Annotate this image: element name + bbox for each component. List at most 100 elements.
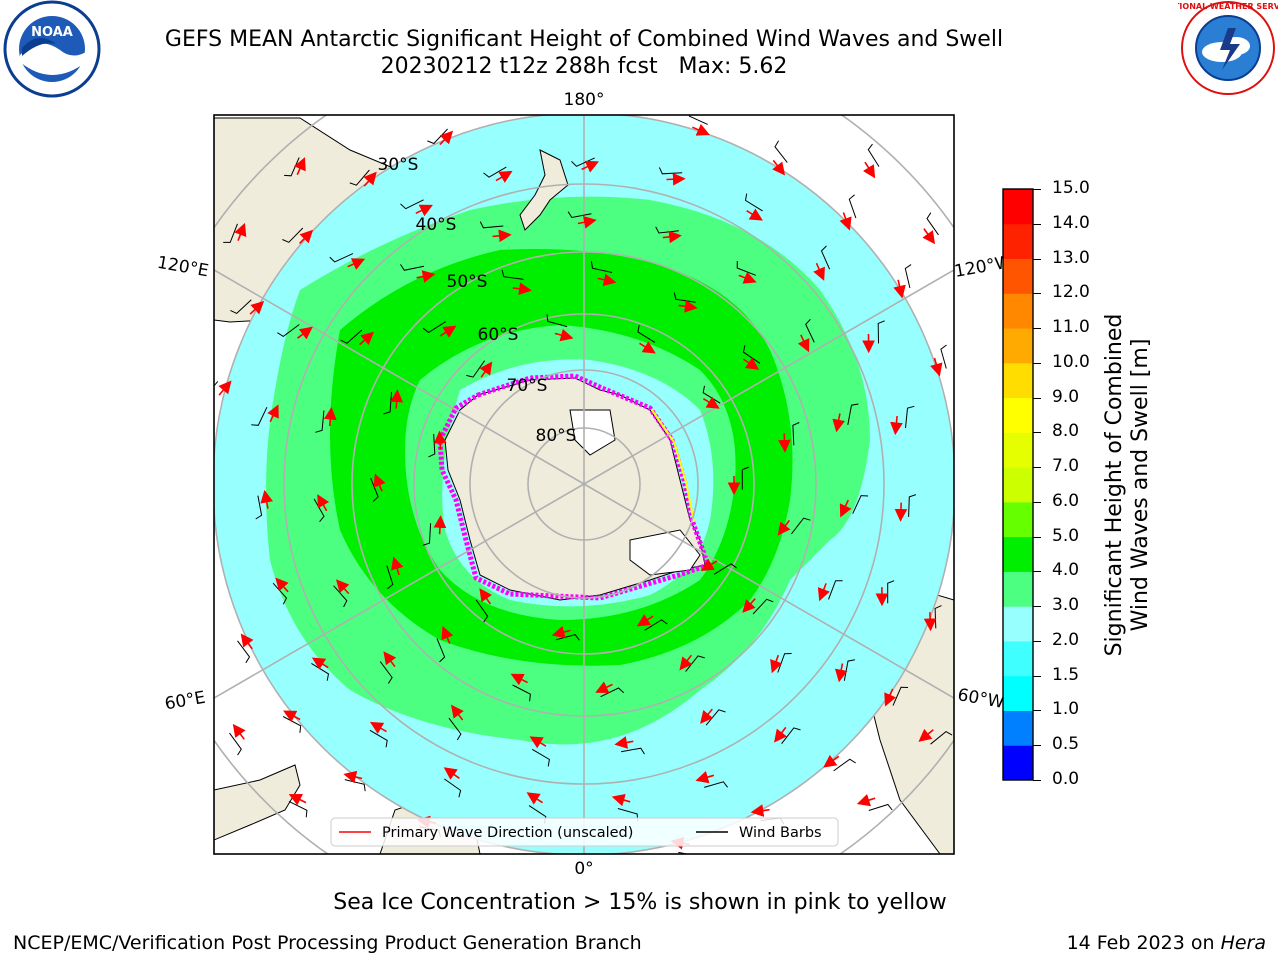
wind-barb: [868, 803, 893, 811]
wind-barb: [436, 638, 446, 663]
nws-logo-ring-text: NATIONAL WEATHER SERVICE: [1178, 2, 1278, 11]
wind-barb: [546, 314, 568, 328]
colorbar-tick-label: 13.0: [1052, 247, 1090, 268]
noaa-logo: NOAA: [0, 0, 106, 100]
wave-direction-arrow: [433, 430, 447, 450]
lat-label-80s: 80°S: [536, 426, 577, 446]
colorbar-segment: [1003, 640, 1033, 677]
wave-direction-arrow: [890, 416, 903, 436]
wave-direction-arrow: [797, 334, 810, 353]
wave-direction-arrow: [260, 489, 274, 509]
wave-direction-arrow: [275, 577, 289, 593]
wave-direction-arrow: [778, 433, 791, 453]
wave-direction-arrow: [636, 614, 654, 627]
wave-direction-arrow: [894, 502, 908, 522]
colorbar-title-line2: Wind Waves and Swell [m]: [1128, 338, 1153, 632]
wind-barb: [744, 193, 763, 212]
lat-label-40s: 40°S: [416, 215, 457, 235]
wind-barb: [370, 478, 379, 502]
wind-barb: [940, 344, 947, 369]
wind-barb: [448, 717, 462, 741]
wave-direction-arrow: [234, 222, 247, 241]
wave-direction-arrow: [692, 123, 710, 136]
colorbar-tick-label: 10.0: [1052, 351, 1090, 372]
wind-barb: [713, 563, 737, 575]
colorbar-tick-label: 12.0: [1052, 282, 1090, 303]
wave-direction-arrow: [595, 681, 613, 693]
sea-ice-note: Sea Ice Concentration > 15% is shown in …: [333, 890, 947, 915]
wind-barb: [905, 405, 915, 429]
wind-barb: [791, 517, 811, 535]
colorbar-segment: [1003, 501, 1033, 538]
colorbar-tick-label: 8.0: [1052, 421, 1080, 442]
colorbar-tick-mark: [1033, 397, 1041, 399]
wind-barb: [571, 157, 595, 167]
wind-barb: [422, 321, 446, 334]
wave-direction-arrow: [323, 406, 337, 427]
wind-barb: [386, 565, 394, 590]
wave-direction-arrow: [299, 229, 314, 244]
wave-direction-arrow: [862, 161, 876, 179]
wave-direction-arrow: [930, 357, 943, 377]
colorbar-segment: [1003, 362, 1033, 399]
wave-direction-arrow: [433, 515, 447, 535]
colorbar-tick-mark: [1033, 571, 1041, 573]
wave-direction-arrow: [738, 271, 757, 284]
colorbar-tick-label: 3.0: [1052, 595, 1080, 616]
wave-direction-arrow: [834, 663, 848, 683]
wind-barb: [704, 781, 728, 788]
wave-direction-arrow: [823, 754, 840, 768]
colorbar-tick-label: 0.5: [1052, 734, 1080, 755]
wave-legend-label: Primary Wave Direction (unscaled): [382, 825, 633, 841]
colorbar-segment: [1003, 467, 1033, 503]
wind-barb: [251, 406, 268, 426]
wave-direction-arrow: [700, 558, 718, 571]
nws-logo: NATIONAL WEATHER SERVICE: [1162, 0, 1280, 100]
wave-direction-arrow: [359, 331, 374, 346]
wave-direction-arrow: [839, 212, 852, 231]
wave-direction-arrow: [746, 208, 763, 221]
wave-direction-arrow: [249, 300, 265, 315]
wind-barb: [590, 261, 613, 273]
wind-barb: [805, 318, 815, 343]
wave-direction-arrow: [391, 556, 404, 576]
wind-barb: [315, 410, 325, 433]
wave-direction-arrow: [492, 229, 512, 243]
wind-barb: [847, 403, 859, 425]
wind-barb: [637, 324, 656, 343]
wave-direction-arrow: [581, 160, 600, 173]
colorbar-segment: [1003, 293, 1033, 329]
wind-barb: [329, 253, 354, 263]
footer-host: Hera: [1220, 932, 1266, 954]
wave-direction-arrow: [443, 767, 460, 780]
wave-direction-arrow: [614, 736, 634, 749]
colorbar-segment: [1003, 675, 1033, 711]
colorbar-tick-label: 6.0: [1052, 490, 1080, 511]
wave-direction-arrow: [839, 499, 852, 518]
colorbar-tick-label: 4.0: [1052, 560, 1080, 581]
wind-barb: [792, 422, 800, 446]
lon-label-0: 0°: [574, 859, 593, 879]
wind-barb: [230, 299, 252, 314]
colorbar-tick-label: 2.0: [1052, 629, 1080, 650]
colorbar: [1002, 188, 1034, 781]
wave-direction-arrow: [700, 708, 714, 724]
wave-direction-arrow: [893, 279, 906, 299]
wind-barb: [229, 732, 242, 756]
wave-direction-arrow: [510, 673, 528, 686]
wave-direction-arrow: [918, 728, 934, 742]
colorbar-segment: [1003, 223, 1033, 260]
colorbar-tick-label: 15.0: [1052, 178, 1090, 198]
wave-direction-arrow: [774, 726, 787, 743]
colorbar-title-line1: Significant Height of Combined: [1102, 313, 1127, 657]
wind-barb: [340, 329, 363, 344]
wave-direction-arrow: [750, 804, 770, 817]
wave-direction-arrow: [390, 389, 404, 409]
wave-direction-arrow: [441, 625, 454, 645]
colorbar-segment: [1003, 432, 1033, 468]
wave-direction-arrow: [597, 273, 617, 287]
wave-direction-arrow: [317, 494, 330, 512]
lon-label-180: 180°: [564, 90, 605, 110]
colorbar-tick-mark: [1033, 710, 1041, 712]
